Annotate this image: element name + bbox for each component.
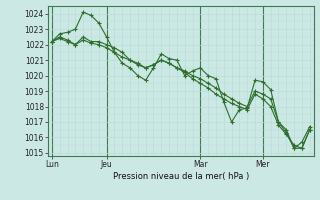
X-axis label: Pression niveau de la mer( hPa ): Pression niveau de la mer( hPa ) [113, 172, 249, 181]
